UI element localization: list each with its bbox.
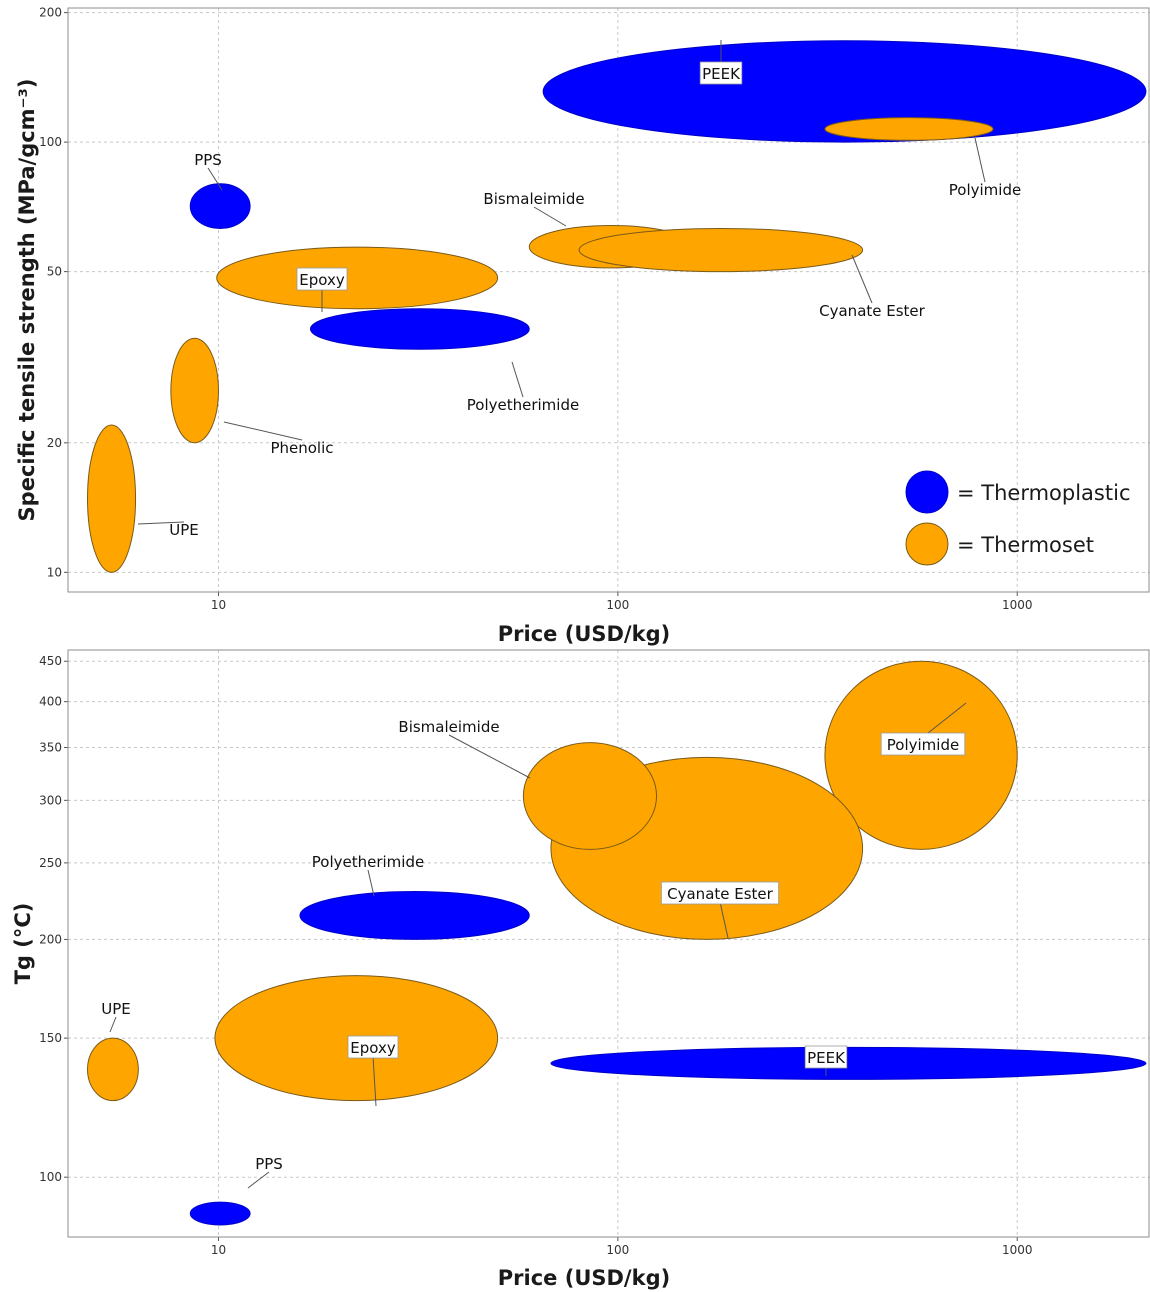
leader-line bbox=[533, 206, 567, 227]
y-axis-title: Specific tensile strength (MPa/gcm⁻³) bbox=[15, 79, 39, 522]
y-tick-label: 100 bbox=[39, 135, 62, 149]
ellipse-polyetherimide bbox=[310, 308, 530, 350]
data-label-epoxy: Epoxy bbox=[299, 271, 345, 289]
data-label-upe: UPE bbox=[101, 1000, 131, 1018]
data-label-bismaleimide: Bismaleimide bbox=[483, 190, 584, 208]
y-tick-label: 300 bbox=[39, 793, 62, 807]
legend-swatch-thermoplastic bbox=[905, 470, 949, 514]
x-axis-title: Price (USD/kg) bbox=[498, 622, 670, 646]
ellipse-peek bbox=[550, 1046, 1147, 1080]
leader-line bbox=[137, 521, 185, 525]
data-label-cyanate-ester: Cyanate Ester bbox=[819, 302, 926, 320]
x-tick-label: 10 bbox=[211, 1243, 226, 1257]
leader-line bbox=[247, 1171, 270, 1189]
data-label-peek: PEEK bbox=[702, 65, 741, 83]
ellipse-epoxy bbox=[216, 246, 499, 310]
label-box bbox=[804, 1045, 848, 1069]
leader-line bbox=[511, 361, 524, 398]
data-label-upe: UPE bbox=[169, 521, 199, 539]
y-tick-label: 200 bbox=[39, 6, 62, 20]
x-tick-label: 100 bbox=[606, 1243, 629, 1257]
label-box bbox=[347, 1035, 399, 1059]
leader-line bbox=[109, 1016, 117, 1033]
plot-frame bbox=[67, 649, 1150, 1238]
y-tick-label: 400 bbox=[39, 695, 62, 709]
data-label-peek: PEEK bbox=[807, 1049, 846, 1067]
y-axis-title: Tg (°C) bbox=[11, 903, 35, 985]
leader-line bbox=[207, 167, 223, 191]
ellipse-bismaleimide bbox=[522, 742, 658, 850]
x-tick-label: 100 bbox=[606, 598, 629, 612]
data-label-bismaleimide: Bismaleimide bbox=[398, 718, 499, 736]
data-label-cyanate-ester: Cyanate Ester bbox=[667, 885, 774, 903]
leader-line bbox=[372, 1055, 377, 1107]
label-box bbox=[296, 267, 348, 291]
label-box bbox=[699, 61, 743, 85]
leader-line bbox=[851, 254, 873, 304]
y-tick-label: 350 bbox=[39, 740, 62, 754]
x-tick-label: 10 bbox=[211, 598, 226, 612]
plot-frame bbox=[67, 7, 1150, 593]
label-box bbox=[661, 881, 780, 905]
ellipse-polyimide bbox=[824, 117, 994, 141]
ellipse-pps bbox=[189, 1201, 251, 1226]
leader-line bbox=[922, 702, 967, 738]
y-tick-label: 250 bbox=[39, 856, 62, 870]
ellipse-peek bbox=[542, 40, 1147, 143]
y-tick-label: 50 bbox=[47, 265, 62, 279]
ellipse-polyetherimide bbox=[299, 890, 530, 940]
legend-label-thermoset: = Thermoset bbox=[957, 533, 1094, 557]
y-tick-label: 10 bbox=[47, 565, 62, 579]
leader-line bbox=[223, 421, 303, 441]
data-label-pps: PPS bbox=[255, 1155, 283, 1173]
ellipse-cyanate-ester bbox=[578, 227, 864, 273]
x-tick-label: 1000 bbox=[1002, 1243, 1033, 1257]
y-tick-label: 450 bbox=[39, 654, 62, 668]
data-label-pps: PPS bbox=[194, 151, 222, 169]
tensile-strength-chart: 10 100 1000 10 20 50 100 200 PEEK Polyimide PPS Bis… bbox=[15, 6, 1150, 646]
legend-label-thermoplastic: = Thermoplastic bbox=[957, 481, 1131, 505]
data-label-phenolic: Phenolic bbox=[270, 439, 333, 457]
legend-swatch-thermoset bbox=[905, 522, 949, 566]
y-tick-label: 200 bbox=[39, 932, 62, 946]
ellipse-upe bbox=[87, 424, 137, 573]
data-label-polyimide: Polyimide bbox=[949, 181, 1021, 199]
y-tick-label: 20 bbox=[47, 436, 62, 450]
leader-line bbox=[974, 137, 986, 183]
ellipse-phenolic bbox=[170, 337, 219, 444]
ellipse-pps bbox=[189, 183, 251, 229]
x-tick-label: 1000 bbox=[1002, 598, 1033, 612]
leader-line bbox=[367, 869, 375, 897]
data-label-epoxy: Epoxy bbox=[350, 1039, 396, 1057]
ellipse-upe bbox=[87, 1037, 139, 1102]
data-label-polyetherimide: Polyetherimide bbox=[312, 853, 424, 871]
leader-line bbox=[448, 734, 531, 779]
label-box bbox=[880, 732, 966, 756]
y-tick-label: 150 bbox=[39, 1031, 62, 1045]
x-axis-title: Price (USD/kg) bbox=[498, 1266, 670, 1290]
y-tick-label: 100 bbox=[39, 1170, 62, 1184]
glass-transition-chart: 10 100 1000 100 150 200 250 300 350 400 450 Polyimi… bbox=[11, 649, 1150, 1290]
leader-line bbox=[719, 901, 729, 939]
data-label-polyetherimide: Polyetherimide bbox=[467, 396, 579, 414]
data-label-polyimide: Polyimide bbox=[887, 736, 959, 754]
